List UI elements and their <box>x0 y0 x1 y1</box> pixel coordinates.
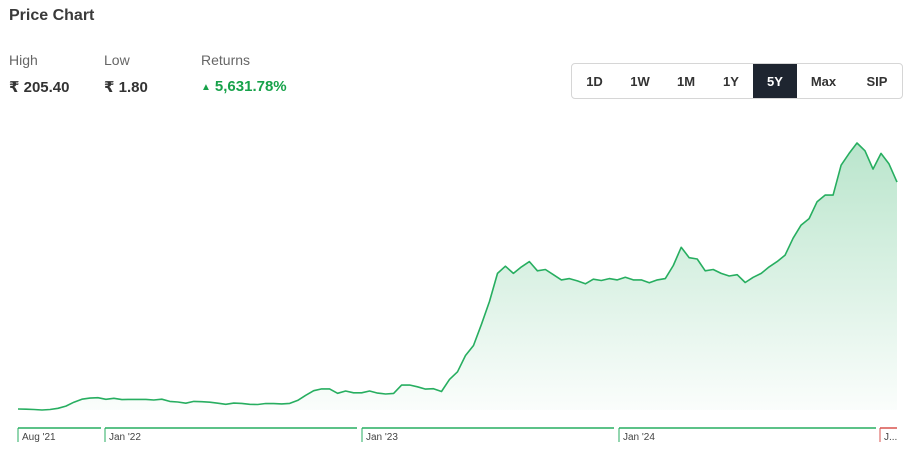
page-title: Price Chart <box>9 7 95 24</box>
price-area-fill <box>18 143 897 410</box>
range-selector: 1D 1W 1M 1Y 5Y Max SIP <box>571 63 903 99</box>
x-tick-label: Jan '23 <box>366 432 398 443</box>
low-value: ₹ 1.80 <box>104 79 148 96</box>
x-tick-label: J... <box>884 432 897 443</box>
returns-value-wrap: ▲ 5,631.78% <box>201 78 287 95</box>
returns-label: Returns <box>201 52 251 68</box>
up-triangle-icon: ▲ <box>201 82 211 93</box>
range-option-1m[interactable]: 1M <box>676 73 696 89</box>
range-option-1w[interactable]: 1W <box>630 73 650 89</box>
range-option-max[interactable]: Max <box>810 73 837 89</box>
range-option-1d[interactable]: 1D <box>586 73 603 89</box>
x-tick-label: Aug '21 <box>22 432 56 443</box>
price-series-line <box>17 142 898 411</box>
high-stat: High ₹ 205.40 <box>9 52 69 96</box>
low-label: Low <box>104 52 130 68</box>
high-label: High <box>9 52 38 68</box>
range-option-1y[interactable]: 1Y <box>723 73 739 89</box>
low-stat: Low ₹ 1.80 <box>104 52 148 96</box>
range-option-5y[interactable]: 5Y <box>753 64 797 98</box>
range-option-sip[interactable]: SIP <box>866 73 888 89</box>
returns-value: 5,631.78% <box>214 78 287 95</box>
x-tick-label: Jan '24 <box>623 432 655 443</box>
returns-stat: Returns ▲ 5,631.78% <box>201 52 287 95</box>
high-value: ₹ 205.40 <box>9 79 70 96</box>
x-tick-label: Jan '22 <box>109 432 141 443</box>
